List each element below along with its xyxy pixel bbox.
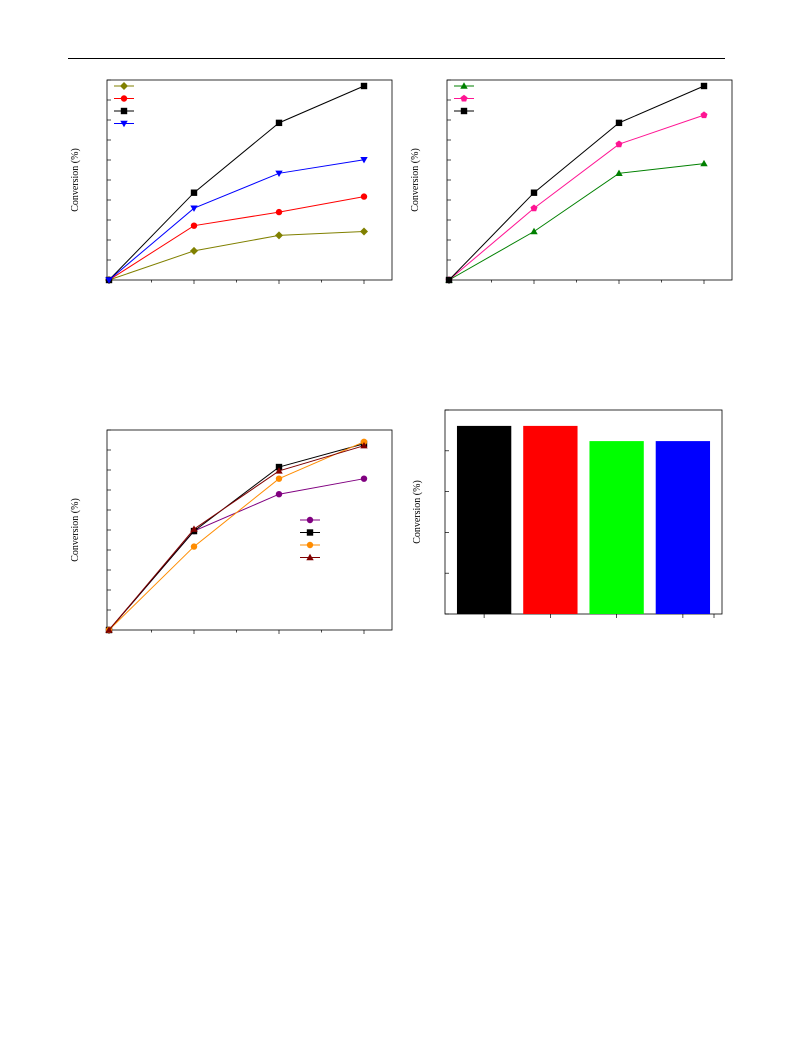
series-1-point	[700, 159, 708, 167]
legend	[454, 82, 474, 115]
series-1-point	[275, 491, 283, 498]
bar-2	[523, 425, 578, 614]
series-2-line	[108, 443, 365, 631]
series-4-point	[190, 205, 198, 212]
plot-frame	[444, 409, 723, 615]
series-4-point	[360, 442, 368, 449]
legend-entry-2-marker	[306, 529, 314, 536]
series-1-point	[530, 227, 538, 235]
legend	[300, 516, 320, 561]
series-1-line	[108, 231, 365, 281]
series-3	[105, 438, 368, 634]
series-3-point	[190, 543, 198, 550]
series-3-line	[108, 441, 365, 631]
y-axis-label: Conversion (%)	[70, 498, 81, 562]
series-1-line	[448, 163, 705, 281]
series-3-point	[360, 82, 368, 90]
series-2	[105, 193, 368, 284]
series-1-point	[615, 169, 623, 176]
bar-1	[456, 425, 512, 614]
series-1	[105, 227, 368, 284]
series-3-point	[700, 82, 708, 90]
series-3-point	[615, 119, 623, 127]
series-4-point	[190, 525, 198, 532]
series-1-point	[360, 475, 368, 482]
series-1-point	[275, 231, 283, 240]
plot-frame	[446, 79, 733, 281]
series-4-point	[275, 467, 283, 474]
panel-b-line-chart: Conversion (%)	[410, 79, 733, 284]
legend-entry-2-marker	[120, 95, 128, 102]
series-2	[445, 111, 708, 283]
panel-a-line-chart: Conversion (%)	[70, 79, 393, 284]
series-4	[105, 442, 368, 633]
y-axis-label: Conversion (%)	[70, 148, 81, 212]
series-2-point	[530, 204, 538, 212]
legend-entry-4-marker	[120, 120, 128, 128]
legend-entry-3-marker	[120, 107, 128, 115]
series-1-line	[108, 478, 365, 631]
series-3-point	[275, 119, 283, 127]
series-1	[445, 159, 708, 283]
series-2-point	[700, 111, 708, 119]
legend	[114, 82, 134, 128]
series-1-point	[190, 246, 198, 255]
plot-frame	[106, 79, 393, 281]
series-2-line	[448, 114, 705, 281]
series-3-point	[530, 189, 538, 196]
series-3-point	[190, 189, 198, 196]
series-3	[445, 82, 708, 284]
series-3-line	[108, 85, 365, 281]
panel-d-bar-chart: Conversion (%)	[412, 409, 723, 618]
legend-entry-3-marker	[460, 107, 468, 115]
series-2-point	[615, 140, 623, 148]
bar-3	[589, 441, 644, 614]
legend-entry-1-marker	[306, 516, 314, 524]
series-2-line	[108, 196, 365, 281]
series-3-line	[448, 85, 705, 281]
series-2-point	[275, 208, 283, 216]
series-2	[105, 440, 368, 634]
series-4-point	[275, 170, 283, 177]
series-4	[105, 157, 368, 284]
legend-entry-4-marker	[306, 553, 314, 561]
legend-entry-1-marker	[460, 82, 468, 89]
series-4-point	[105, 277, 113, 284]
bar-4	[655, 441, 711, 614]
series-3-point	[445, 276, 453, 284]
series-2-point	[275, 463, 283, 471]
series-2-point	[190, 222, 198, 229]
header-rule	[68, 58, 725, 59]
series-3-point	[360, 438, 368, 446]
series-4-point	[360, 157, 368, 164]
series-4-line	[108, 159, 365, 281]
series-4-line	[108, 445, 365, 631]
y-axis-label: Conversion (%)	[412, 480, 423, 544]
series-2-point	[360, 193, 368, 200]
legend-entry-2-marker	[460, 94, 468, 102]
series-1-point	[360, 227, 368, 236]
panel-c-line-chart: Conversion (%)	[70, 429, 393, 634]
y-axis-label: Conversion (%)	[410, 148, 421, 212]
series-3-point	[275, 475, 283, 482]
plot-frame	[106, 429, 393, 631]
legend-entry-1-marker	[120, 82, 128, 90]
series-3	[105, 82, 368, 284]
series-4-point	[105, 626, 113, 633]
legend-entry-3-marker	[306, 541, 314, 549]
